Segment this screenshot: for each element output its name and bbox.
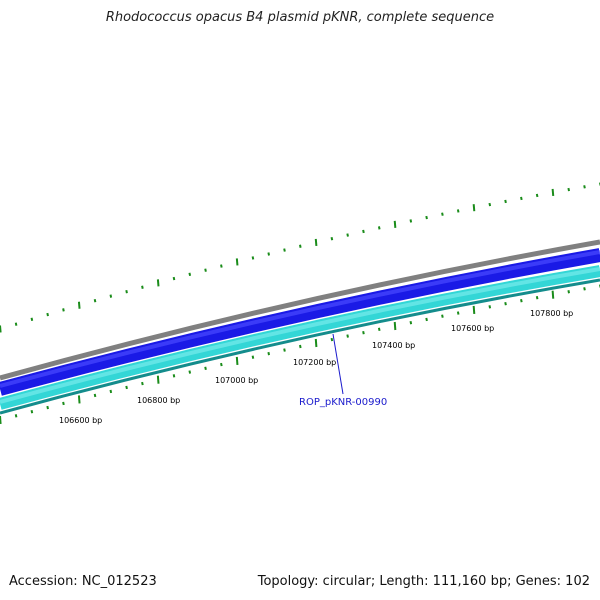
reverse-gene-highlight xyxy=(0,267,600,404)
outer-ring-minor-tick xyxy=(283,248,286,252)
outer-ring-major-tick xyxy=(472,204,476,212)
inner-ring-major-tick xyxy=(0,415,2,425)
inner-ring-major-tick xyxy=(235,356,239,365)
outer-ring-minor-tick xyxy=(535,193,539,198)
inner-ring-minor-tick xyxy=(346,334,349,338)
inner-ring-minor-tick xyxy=(251,355,255,359)
tick-label-107200: 107200 bp xyxy=(293,358,336,367)
outer-ring-minor-tick xyxy=(204,268,207,272)
tick-label-107600: 107600 bp xyxy=(451,324,494,333)
outer-ring-minor-tick xyxy=(377,226,381,230)
outer-ring-minor-tick xyxy=(125,289,128,294)
outer-ring-minor-tick xyxy=(220,264,223,268)
outer-ring-minor-tick xyxy=(109,294,113,298)
outer-ring-major-tick xyxy=(0,325,2,333)
outer-ring-major-tick xyxy=(551,188,555,197)
inner-teal-ring xyxy=(0,278,600,415)
inner-ring-minor-tick xyxy=(362,330,365,335)
outer-ring-minor-tick xyxy=(520,196,523,201)
gene-leader-line xyxy=(332,333,344,395)
tick-label-106600: 106600 bp xyxy=(59,416,102,425)
gene-label-rop-pknr-00990[interactable]: ROP_pKNR-00990 xyxy=(299,397,387,408)
outer-gray-ring xyxy=(0,239,600,381)
outer-ring-minor-tick xyxy=(330,237,334,241)
outer-tick-ring xyxy=(0,182,600,333)
inner-ring-minor-tick xyxy=(520,298,523,303)
inner-ring-minor-tick xyxy=(220,362,223,367)
inner-ring-minor-tick xyxy=(583,287,586,291)
tick-label-106800: 106800 bp xyxy=(137,396,180,405)
outer-ring-minor-tick xyxy=(362,229,365,234)
inner-ring-minor-tick xyxy=(456,311,460,315)
inner-ring-minor-tick xyxy=(204,366,207,371)
inner-ring-minor-tick xyxy=(141,381,144,386)
inner-ring-minor-tick xyxy=(425,317,428,322)
outer-ring-minor-tick xyxy=(441,212,444,216)
inner-ring-major-tick xyxy=(156,375,160,384)
inner-ring-major-tick xyxy=(472,305,476,314)
tick-label-107800: 107800 bp xyxy=(530,309,573,318)
outer-ring-minor-tick xyxy=(299,244,302,248)
outer-ring-minor-tick xyxy=(46,312,49,317)
inner-tick-ring xyxy=(0,284,600,425)
outer-ring-minor-tick xyxy=(583,185,586,189)
inner-ring-major-tick xyxy=(314,338,318,348)
outer-ring-minor-tick xyxy=(409,219,413,223)
inner-ring-minor-tick xyxy=(535,295,539,300)
outer-ring-minor-tick xyxy=(188,272,192,277)
outer-ring-minor-tick xyxy=(567,187,571,192)
inner-ring-minor-tick xyxy=(409,321,413,325)
inner-ring-minor-tick xyxy=(172,374,176,378)
topology-summary-text: Topology: circular; Length: 111,160 bp; … xyxy=(257,574,590,589)
inner-ring-minor-tick xyxy=(267,351,271,356)
inner-ring-minor-tick xyxy=(62,401,65,406)
inner-ring-minor-tick xyxy=(93,393,97,398)
inner-ring-major-tick xyxy=(77,395,81,404)
forward-gene-highlight xyxy=(0,250,600,388)
inner-ring-minor-tick xyxy=(330,337,334,342)
outer-ring-minor-tick xyxy=(456,209,460,213)
inner-ring-minor-tick xyxy=(109,389,113,394)
inner-ring-major-tick xyxy=(551,290,555,299)
outer-ring-minor-tick xyxy=(504,199,507,204)
inner-ring-minor-tick xyxy=(567,290,571,294)
outer-ring-minor-tick xyxy=(346,233,349,237)
outer-ring-major-tick xyxy=(156,279,160,287)
outer-ring-minor-tick xyxy=(425,215,428,220)
outer-ring-minor-tick xyxy=(267,252,271,256)
accession-text: Accession: NC_012523 xyxy=(9,574,157,589)
outer-ring-minor-tick xyxy=(93,298,97,303)
inner-ring-minor-tick xyxy=(125,385,128,390)
inner-ring-minor-tick xyxy=(488,305,492,309)
inner-ring-minor-tick xyxy=(14,414,18,418)
outer-ring-minor-tick xyxy=(141,285,144,289)
forward-gene-ring xyxy=(0,248,600,396)
outer-ring-minor-tick xyxy=(488,202,492,207)
inner-ring-minor-tick xyxy=(441,314,444,318)
tick-label-107400: 107400 bp xyxy=(372,341,415,350)
inner-ring-minor-tick xyxy=(46,405,49,410)
inner-ring-minor-tick xyxy=(377,327,381,332)
outer-ring-minor-tick xyxy=(14,322,18,326)
inner-ring-major-tick xyxy=(393,321,397,331)
tick-label-107000: 107000 bp xyxy=(215,376,258,385)
outer-ring-major-tick xyxy=(393,220,397,228)
outer-ring-major-tick xyxy=(77,301,81,309)
outer-ring-minor-tick xyxy=(30,317,34,322)
outer-ring-major-tick xyxy=(235,258,239,266)
outer-ring-minor-tick xyxy=(172,276,176,281)
outer-ring-minor-tick xyxy=(62,308,65,312)
inner-ring-minor-tick xyxy=(283,348,286,352)
inner-ring-minor-tick xyxy=(299,344,302,349)
outer-ring-major-tick xyxy=(314,238,318,247)
outer-ring-minor-tick xyxy=(251,256,255,260)
inner-ring-minor-tick xyxy=(188,370,192,374)
inner-ring-minor-tick xyxy=(30,409,34,414)
inner-ring-minor-tick xyxy=(504,302,507,306)
map-title: Rhodococcus opacus B4 plasmid pKNR, comp… xyxy=(105,10,495,25)
